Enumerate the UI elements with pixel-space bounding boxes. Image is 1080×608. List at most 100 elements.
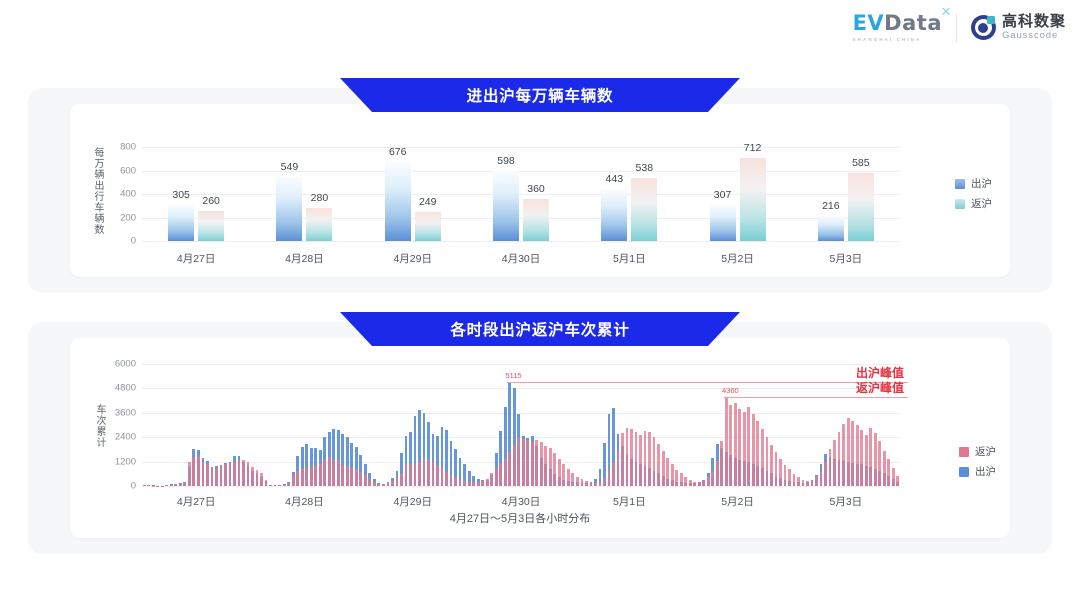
peak-line-1 xyxy=(724,397,908,399)
hbar-back-112 xyxy=(648,431,651,486)
hbar-back-30 xyxy=(278,484,281,486)
hbar-back-8 xyxy=(178,483,182,486)
hbar-back-119 xyxy=(679,473,683,486)
hbar-back-91 xyxy=(553,452,557,486)
hbar-back-54 xyxy=(386,483,390,486)
hbar-back-36 xyxy=(305,467,309,486)
hbar-out-79 xyxy=(499,430,503,486)
peak-label-0: 出沪峰值 xyxy=(855,366,904,380)
x-tick-label-hourly-3: 4月30日 xyxy=(501,496,541,508)
gausscode-accent-dot-icon xyxy=(986,16,995,24)
hbar-back-73 xyxy=(472,482,476,486)
gridline-3 xyxy=(142,170,900,172)
hbar-back-76 xyxy=(485,478,489,486)
hbar-back-53 xyxy=(381,484,385,486)
hbar-back-96 xyxy=(576,476,579,486)
bar-出沪-0: 305 xyxy=(168,189,195,241)
hbar-back-68 xyxy=(449,474,453,486)
hbar-back-23 xyxy=(246,462,250,486)
bar-value-label-0-0: 305 xyxy=(172,189,190,202)
hbar-back-157 xyxy=(851,420,855,486)
hbar-back-48 xyxy=(359,471,363,486)
legend-label-0: 出沪 xyxy=(971,178,992,190)
hbar-back-55 xyxy=(391,480,394,486)
gridline-0 xyxy=(142,241,900,242)
bar-value-label-0-5: 307 xyxy=(713,189,732,202)
hbar-out-45 xyxy=(345,437,349,486)
hbar-back-39 xyxy=(318,464,322,486)
gausscode-wordmark: 高科数聚 Gausscode xyxy=(1002,14,1066,41)
hbar-back-153 xyxy=(833,440,836,486)
hbar-back-103 xyxy=(607,470,611,486)
bar-value-label-0-3: 598 xyxy=(497,155,515,168)
hbar-back-0 xyxy=(142,485,146,486)
hbar-out-60 xyxy=(413,416,417,486)
hbar-back-105 xyxy=(616,451,620,486)
hbar-out-82 xyxy=(512,387,516,486)
hbar-back-109 xyxy=(634,432,638,486)
bar-group-2: 676 249 xyxy=(384,146,441,241)
panel-vehicles-per-10k: 0 200 400 600 800 305 260 4月27日 549 280 4月28日 676 24… xyxy=(28,88,1052,293)
hbar-back-5 xyxy=(165,485,169,486)
hbar-back-115 xyxy=(661,450,665,486)
hbar-out-62 xyxy=(422,413,426,486)
hbar-out-42 xyxy=(332,429,336,486)
evdata-logo-data: Data xyxy=(884,11,942,35)
gridline-3 xyxy=(142,412,900,414)
hbar-out-63 xyxy=(427,421,430,486)
hbar-back-92 xyxy=(557,459,561,486)
hbar-back-66 xyxy=(440,467,444,486)
hbar-out-104 xyxy=(612,408,615,486)
hbar-out-58 xyxy=(404,435,408,486)
hbar-back-165 xyxy=(887,459,891,486)
hbar-back-58 xyxy=(404,464,408,486)
hbar-back-32 xyxy=(287,482,291,486)
bar-group-3: 598 360 xyxy=(493,155,549,241)
hbar-back-141 xyxy=(779,459,782,486)
y-axis-title-hourly: 车次累计 xyxy=(94,404,105,448)
hbar-back-44 xyxy=(341,464,345,486)
hbar-back-40 xyxy=(323,459,327,486)
evdata-logo-subtitle: SHANGHAI CHINA xyxy=(852,37,922,42)
gausscode-mark-icon xyxy=(970,15,996,40)
y-tick-5: 6000 xyxy=(114,358,136,370)
hbar-back-127 xyxy=(715,460,719,486)
hbar-back-149 xyxy=(815,477,818,486)
chart-legend-vehicles: 出沪 返沪 xyxy=(955,176,992,211)
hbar-out-48 xyxy=(359,455,363,486)
bar-返沪-4: 538 xyxy=(631,162,658,241)
hbar-back-77 xyxy=(490,473,494,486)
hbar-out-70 xyxy=(458,457,462,486)
bar-出沪-3: 598 xyxy=(493,155,519,241)
hbar-back-93 xyxy=(562,464,566,486)
bar-出沪-6: 216 xyxy=(817,200,844,241)
hbar-back-22 xyxy=(242,459,245,486)
hbar-back-51 xyxy=(372,481,376,486)
hbar-back-20 xyxy=(233,462,236,486)
bar-value-label-0-1: 549 xyxy=(280,160,299,173)
logo-divider xyxy=(955,13,957,42)
hbar-back-56 xyxy=(395,476,399,486)
hbar-back-49 xyxy=(363,474,367,486)
hbar-out-65 xyxy=(436,435,439,486)
hbar-back-148 xyxy=(810,480,814,486)
legend-item-0: 出沪 xyxy=(955,176,992,191)
hbar-back-14 xyxy=(206,464,209,486)
x-axis-title-hourly: 4月27日～5月3日各小时分布 xyxy=(449,513,591,525)
logo-group: EVData ✕ SHANGHAI CHINA 高科数聚 Gausscode xyxy=(852,6,1066,42)
hbar-back-64 xyxy=(431,462,435,486)
hbar-back-81 xyxy=(508,451,512,486)
hbar-back-29 xyxy=(273,485,277,486)
bar-value-label-1-6: 585 xyxy=(852,156,870,169)
hbar-back-82 xyxy=(512,445,516,486)
hbar-back-86 xyxy=(530,442,534,486)
y-tick-2: 400 xyxy=(120,188,136,200)
legend-swatch-0 xyxy=(955,178,965,189)
hbar-back-122 xyxy=(693,481,697,486)
hbar-back-31 xyxy=(282,484,286,486)
hbar-back-7 xyxy=(174,484,178,486)
hbar-out-69 xyxy=(454,449,457,486)
hbar-back-145 xyxy=(797,477,800,486)
hbar-out-103 xyxy=(607,414,611,486)
x-tick-label-5: 5月2日 xyxy=(721,253,754,265)
